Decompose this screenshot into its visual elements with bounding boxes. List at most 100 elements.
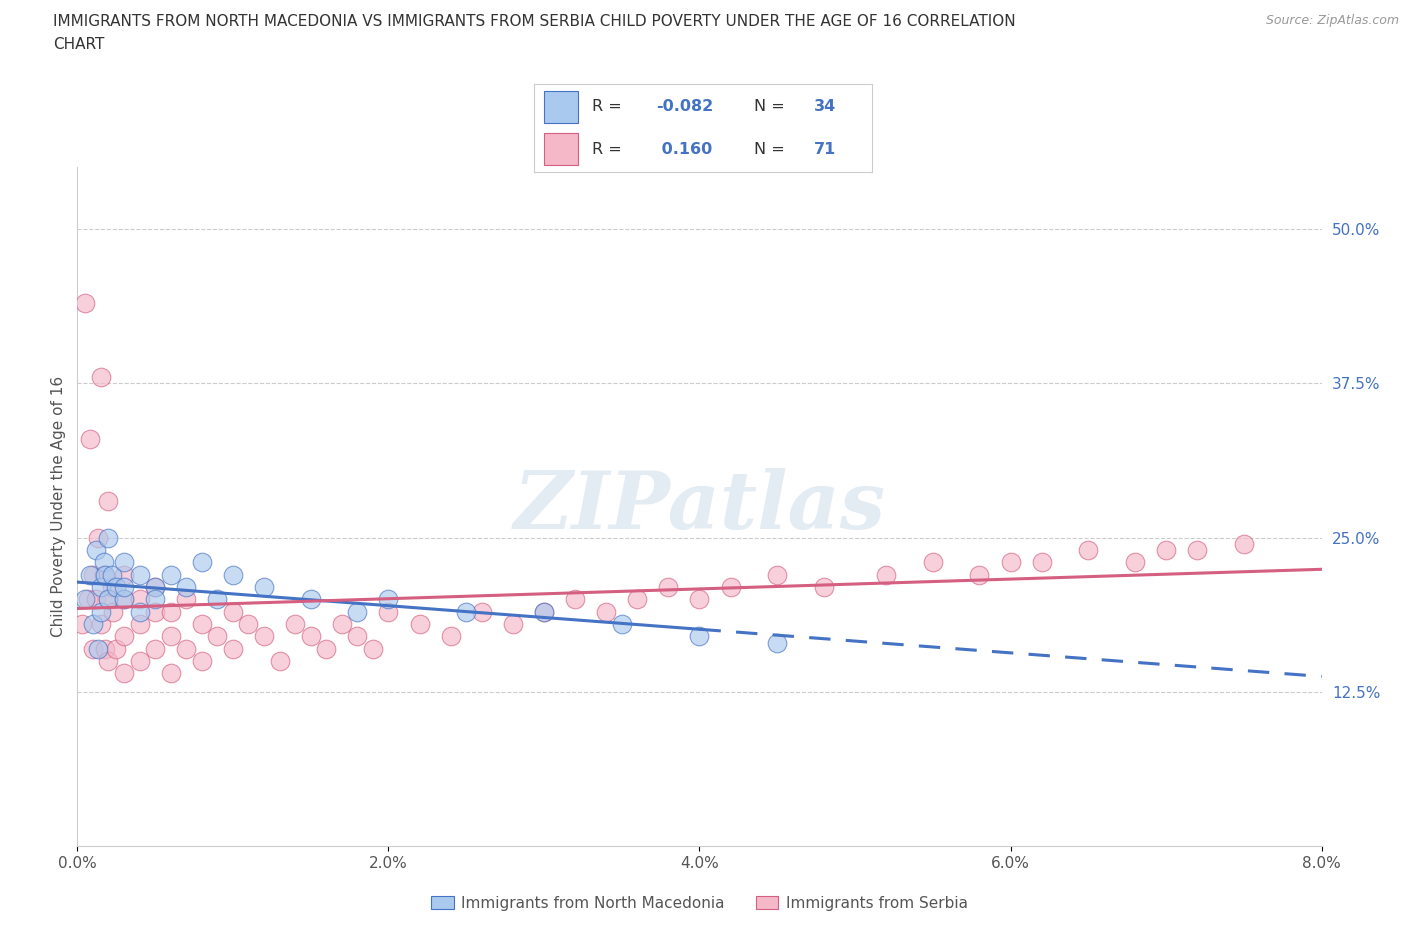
Point <box>94 567 117 582</box>
Legend: Immigrants from North Macedonia, Immigrants from Serbia: Immigrants from North Macedonia, Immigra… <box>425 889 974 917</box>
Point <box>969 567 991 582</box>
Point <box>100 567 122 582</box>
Point <box>440 629 463 644</box>
Point <box>1123 555 1146 570</box>
Point <box>93 567 115 582</box>
Point <box>143 579 166 594</box>
Point <box>299 592 322 607</box>
Point <box>112 567 135 582</box>
Point <box>105 579 128 594</box>
Text: N =: N = <box>754 141 790 156</box>
Point <box>77 592 100 607</box>
Point <box>207 592 229 607</box>
Point <box>105 642 128 657</box>
Point <box>689 592 711 607</box>
Point <box>346 604 368 619</box>
Point <box>128 592 150 607</box>
Point <box>75 592 97 607</box>
Point <box>82 567 104 582</box>
Point <box>284 617 307 631</box>
Bar <box>544 133 578 165</box>
Text: 34: 34 <box>814 100 837 114</box>
Point <box>159 629 181 644</box>
Text: Source: ZipAtlas.com: Source: ZipAtlas.com <box>1265 14 1399 27</box>
Point <box>564 592 586 607</box>
Point <box>70 617 93 631</box>
Point <box>143 579 166 594</box>
Point <box>1000 555 1022 570</box>
Point <box>90 604 112 619</box>
Point <box>128 617 150 631</box>
Point <box>875 567 897 582</box>
Point <box>97 654 120 669</box>
Point <box>766 635 789 650</box>
Point <box>207 629 229 644</box>
Point <box>97 592 120 607</box>
Point <box>101 604 124 619</box>
Point <box>174 642 197 657</box>
Point <box>222 642 245 657</box>
Text: CHART: CHART <box>53 37 105 52</box>
Point <box>408 617 430 631</box>
Bar <box>544 91 578 123</box>
Point <box>90 579 112 594</box>
Text: 71: 71 <box>814 141 837 156</box>
Point <box>533 604 555 619</box>
Point <box>159 604 181 619</box>
Point <box>86 530 108 545</box>
Point <box>159 666 181 681</box>
Point <box>766 567 789 582</box>
Point <box>253 629 276 644</box>
Point <box>595 604 617 619</box>
Point <box>222 604 245 619</box>
Point <box>143 604 166 619</box>
Point <box>377 604 399 619</box>
Point <box>456 604 478 619</box>
Point <box>222 567 245 582</box>
Point <box>238 617 260 631</box>
Point <box>315 642 337 657</box>
Point <box>82 617 104 631</box>
Point <box>377 592 399 607</box>
Point <box>471 604 494 619</box>
Point <box>1233 537 1256 551</box>
Point <box>128 604 150 619</box>
Point <box>269 654 291 669</box>
Text: 0.160: 0.160 <box>655 141 711 156</box>
Point <box>79 432 101 446</box>
Text: -0.082: -0.082 <box>655 100 713 114</box>
Point <box>1187 542 1209 557</box>
Point <box>90 370 112 385</box>
Point <box>84 592 107 607</box>
Point <box>93 555 115 570</box>
Point <box>626 592 648 607</box>
Text: R =: R = <box>592 141 627 156</box>
Point <box>97 592 120 607</box>
Point <box>299 629 322 644</box>
Point <box>361 642 384 657</box>
Text: ZIPatlas: ZIPatlas <box>513 468 886 546</box>
Point <box>128 654 150 669</box>
Point <box>112 666 135 681</box>
Point <box>174 579 197 594</box>
Text: IMMIGRANTS FROM NORTH MACEDONIA VS IMMIGRANTS FROM SERBIA CHILD POVERTY UNDER TH: IMMIGRANTS FROM NORTH MACEDONIA VS IMMIG… <box>53 14 1017 29</box>
Point <box>191 617 214 631</box>
Point <box>1077 542 1099 557</box>
Point <box>75 296 97 311</box>
Point <box>921 555 943 570</box>
Point <box>191 654 214 669</box>
Point <box>90 617 112 631</box>
Point <box>191 555 214 570</box>
Point <box>128 567 150 582</box>
Point <box>346 629 368 644</box>
Point <box>79 567 101 582</box>
Point <box>100 579 122 594</box>
Point <box>97 493 120 508</box>
Point <box>112 592 135 607</box>
Point <box>112 629 135 644</box>
Point <box>159 567 181 582</box>
Text: N =: N = <box>754 100 790 114</box>
Point <box>689 629 711 644</box>
Point <box>253 579 276 594</box>
Point <box>112 579 135 594</box>
